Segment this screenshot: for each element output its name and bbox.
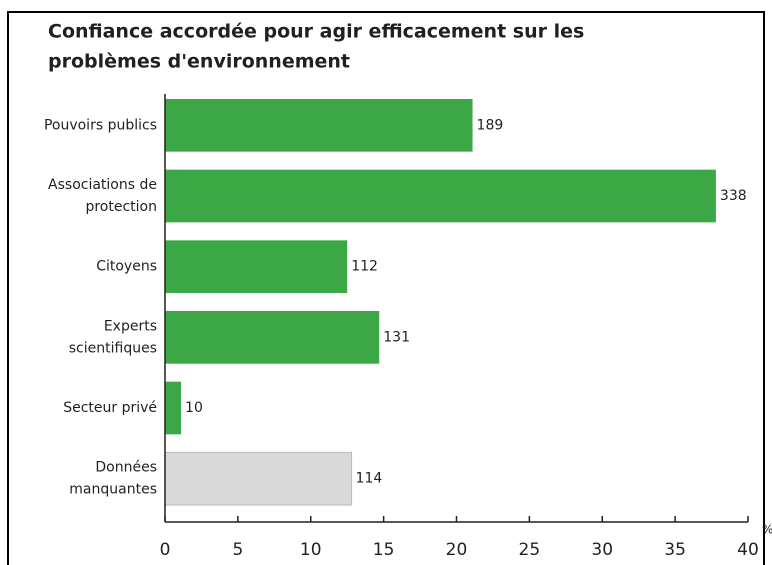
bar: [165, 169, 716, 223]
x-tick-label: 5: [232, 540, 243, 560]
x-axis-label: %: [762, 523, 772, 537]
y-tick-label: Données: [95, 460, 157, 476]
y-tick-label: Pouvoirs publics: [44, 117, 157, 133]
data-label: 189: [477, 117, 504, 133]
y-tick-label: Experts: [104, 318, 157, 334]
bar: [164, 451, 353, 506]
bar: [165, 381, 182, 435]
x-tick-label: 0: [160, 540, 171, 560]
x-tick-label: 35: [664, 540, 686, 560]
data-label: 114: [356, 471, 383, 487]
frame: [7, 11, 765, 565]
y-tick-label: Secteur privé: [63, 400, 157, 416]
y-tick-label: scientifiques: [69, 340, 157, 356]
data-label: 131: [383, 329, 410, 345]
data-label: 338: [720, 188, 747, 204]
y-tick-label: Associations de: [48, 177, 157, 193]
y-tick-label: manquantes: [69, 482, 157, 498]
bar: [165, 99, 473, 152]
y-tick-label: protection: [85, 199, 157, 215]
x-tick-label: 10: [300, 540, 322, 560]
x-tick-label: 40: [737, 540, 759, 560]
data-label: 112: [351, 259, 378, 275]
chart-title: Confiance accordée pour agir efficacemen…: [48, 21, 584, 43]
x-tick-label: 20: [446, 540, 468, 560]
x-tick-label: 25: [519, 540, 541, 560]
x-tick-label: 15: [373, 540, 395, 560]
bar: [165, 311, 380, 364]
y-tick-label: Citoyens: [96, 259, 157, 275]
bar: [165, 240, 348, 293]
x-tick-label: 30: [591, 540, 613, 560]
data-label: 10: [185, 400, 203, 416]
chart-title: problèmes d'environnement: [48, 51, 350, 73]
